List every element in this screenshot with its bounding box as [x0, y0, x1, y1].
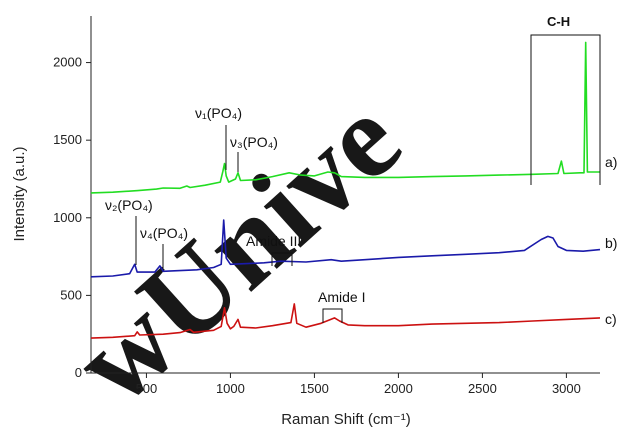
c-h-bracket [530, 34, 601, 185]
series-line-c [90, 303, 601, 339]
annotation-nu4: ν₄(PO₄) [140, 225, 188, 241]
x-tick-label: 500 [136, 381, 158, 396]
side-label-c: c) [605, 311, 617, 327]
series-line-a [90, 41, 600, 194]
side-labels: a) b) c) [605, 154, 617, 327]
x-ticks: 500 1000 1500 2000 2500 3000 [136, 373, 581, 396]
annotation-c-h: C-H [547, 14, 570, 29]
annotation-nu1: ν₁(PO₄) [195, 105, 242, 121]
side-label-b: b) [605, 235, 617, 251]
amide-iii-bracket [271, 252, 293, 266]
watermark: wUnive [48, 72, 424, 430]
x-tick-label: 1000 [216, 381, 245, 396]
y-tick-label: 1000 [53, 210, 82, 225]
amide-i-bracket [322, 308, 343, 323]
x-tick-label: 3000 [552, 381, 581, 396]
x-tick-label: 2500 [468, 381, 497, 396]
x-axis-title: Raman Shift (cm⁻¹) [281, 411, 411, 428]
x-tick-label: 1500 [300, 381, 329, 396]
annotations: ν₁(PO₄) ν₃(PO₄) ν₂(PO₄) ν₄(PO₄) Amide II… [105, 14, 570, 305]
annotation-markers [135, 34, 601, 323]
y-tick-label: 0 [75, 365, 82, 380]
annotation-nu2: ν₂(PO₄) [105, 197, 153, 213]
side-label-a: a) [605, 154, 617, 170]
svg-text:wUnive: wUnive [48, 72, 424, 430]
x-tick-label: 2000 [384, 381, 413, 396]
axes [90, 16, 600, 374]
y-axis-title: Intensity (a.u.) [11, 146, 28, 241]
annotation-amide-iii: Amide III [246, 233, 301, 249]
annotation-amide-i: Amide I [318, 289, 365, 305]
annotation-nu3: ν₃(PO₄) [230, 134, 278, 150]
y-tick-label: 500 [60, 287, 82, 302]
y-tick-label: 1500 [53, 132, 82, 147]
y-ticks: 0 500 1000 1500 2000 [53, 55, 91, 380]
y-tick-label: 2000 [53, 55, 82, 70]
